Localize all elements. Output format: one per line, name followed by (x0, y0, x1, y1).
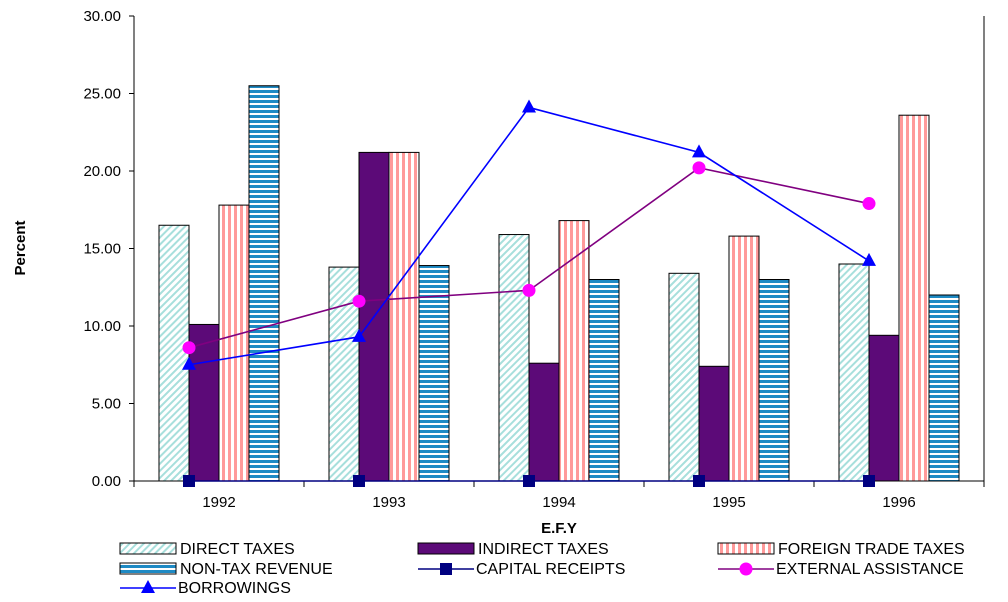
y-axis-ticks: 0.00 5.00 10.00 15.00 20.00 25.00 30.00 (83, 8, 134, 490)
bar-foreign-trade-taxes-1992 (218, 204, 250, 482)
y-tick-label: 5.00 (92, 396, 121, 413)
legend-label-direct-taxes: DIRECT TAXES (180, 541, 295, 558)
x-tick-label: 1995 (712, 494, 745, 511)
legend-entry-direct-taxes: DIRECT TAXES (119, 541, 295, 558)
bar-non-tax-revenue-1995 (758, 279, 790, 482)
y-tick-label: 15.00 (83, 241, 121, 258)
x-tick-label: 1993 (372, 494, 405, 511)
marker-external-assistance-1994 (522, 283, 536, 297)
marker-borrowings-1993 (352, 328, 366, 342)
y-tick-label: 20.00 (83, 163, 121, 180)
x-tick-label: 1992 (202, 494, 235, 511)
legend-label-external-assistance: EXTERNAL ASSISTANCE (776, 561, 964, 578)
legend: DIRECT TAXES INDIRECT TAXES FOREIGN TRADE … (119, 541, 965, 597)
bar-direct-taxes-1996 (838, 263, 870, 482)
legend-label-indirect-taxes: INDIRECT TAXES (478, 541, 609, 558)
marker-capital-receipts-1993 (353, 475, 365, 487)
marker-external-assistance-1995 (692, 161, 706, 175)
legend-swatch-direct-taxes (119, 542, 177, 555)
bar-direct-taxes-1992 (158, 224, 190, 482)
bar-non-tax-revenue-1996 (928, 294, 960, 482)
line-series-group (182, 99, 876, 487)
legend-entry-capital-receipts: CAPITAL RECEIPTS (418, 561, 625, 578)
marker-borrowings-1994 (522, 99, 536, 113)
legend-marker-capital-receipts (440, 563, 452, 575)
bar-direct-taxes-1994 (498, 234, 530, 482)
bar-indirect-taxes-1995 (698, 365, 730, 482)
x-axis-ticks: 1992 1993 1994 1995 1996 (133, 481, 985, 511)
legend-entry-non-tax-revenue: NON-TAX REVENUE (119, 561, 333, 578)
bar-foreign-trade-taxes-1996 (898, 114, 930, 482)
y-axis-title: Percent (12, 220, 29, 275)
bar-non-tax-revenue-1992 (248, 85, 280, 482)
legend-entry-indirect-taxes: INDIRECT TAXES (417, 541, 609, 558)
marker-external-assistance-1992 (182, 341, 196, 355)
legend-marker-borrowings (141, 580, 155, 593)
legend-label-capital-receipts: CAPITAL RECEIPTS (476, 561, 625, 578)
marker-capital-receipts-1995 (693, 475, 705, 487)
legend-label-borrowings: BORROWINGS (178, 580, 291, 597)
bar-indirect-taxes-1994 (528, 362, 560, 482)
marker-external-assistance-1993 (352, 294, 366, 308)
x-tick-label: 1996 (882, 494, 915, 511)
marker-external-assistance-1996 (862, 197, 876, 211)
legend-swatch-indirect-taxes (417, 542, 475, 555)
y-tick-label: 25.00 (83, 86, 121, 103)
legend-entry-foreign-trade-taxes: FOREIGN TRADE TAXES (717, 541, 965, 558)
y-tick-label: 0.00 (92, 473, 121, 490)
bar-foreign-trade-taxes-1995 (728, 235, 760, 482)
bar-non-tax-revenue-1993 (418, 265, 450, 482)
legend-label-non-tax-revenue: NON-TAX REVENUE (180, 561, 333, 578)
x-tick-label: 1994 (542, 494, 575, 511)
bar-foreign-trade-taxes-1994 (558, 220, 590, 482)
bar-foreign-trade-taxes-1993 (388, 151, 420, 482)
marker-capital-receipts-1996 (863, 475, 875, 487)
bar-series-group (158, 85, 960, 482)
marker-capital-receipts-1992 (183, 475, 195, 487)
legend-entry-external-assistance: EXTERNAL ASSISTANCE (718, 561, 964, 578)
y-tick-label: 10.00 (83, 318, 121, 335)
marker-borrowings-1995 (692, 144, 706, 158)
bar-indirect-taxes-1996 (868, 334, 900, 482)
y-tick-label: 30.00 (83, 8, 121, 25)
x-axis-title: E.F.Y (541, 520, 577, 537)
marker-capital-receipts-1994 (523, 475, 535, 487)
legend-swatch-foreign-trade-taxes (717, 542, 775, 555)
legend-entry-borrowings: BORROWINGS (120, 580, 291, 597)
bar-non-tax-revenue-1994 (588, 279, 620, 482)
bar-direct-taxes-1995 (668, 272, 700, 482)
legend-marker-external-assistance (739, 562, 753, 576)
legend-swatch-non-tax-revenue (119, 562, 177, 575)
legend-label-foreign-trade-taxes: FOREIGN TRADE TAXES (778, 541, 965, 558)
marker-borrowings-1996 (862, 252, 876, 266)
marker-borrowings-1992 (182, 356, 196, 370)
